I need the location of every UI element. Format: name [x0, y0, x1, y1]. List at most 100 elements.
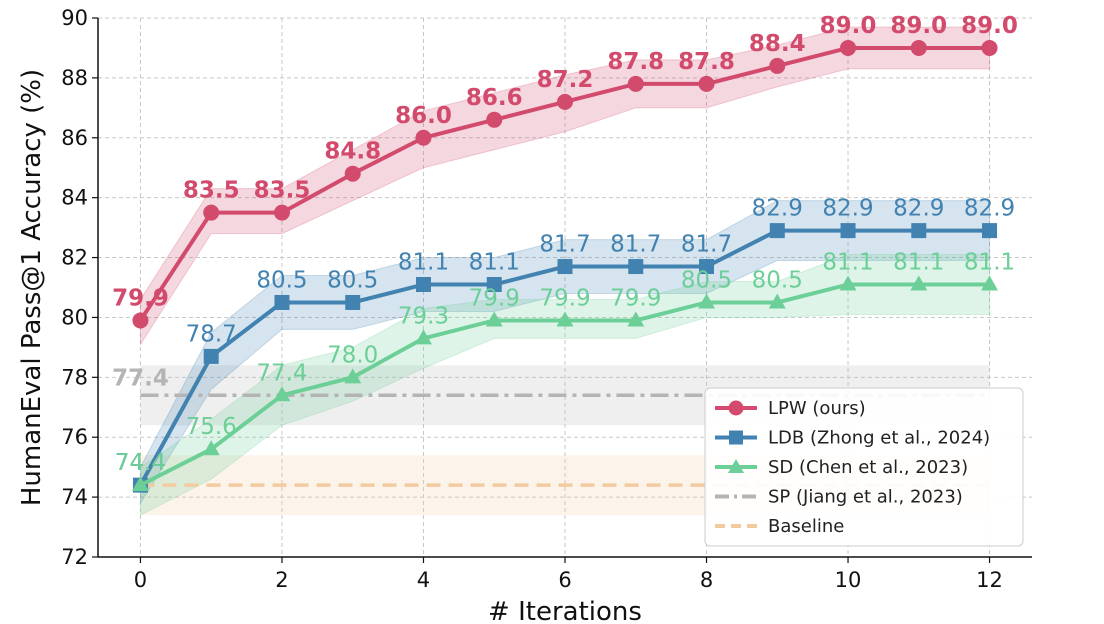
x-tick-label: 4 [417, 568, 430, 592]
data-label: 82.9 [822, 196, 873, 222]
data-label: 81.7 [539, 232, 590, 258]
data-label: 80.5 [327, 267, 378, 293]
x-tick-label: 0 [134, 568, 147, 592]
y-tick-label: 82 [61, 246, 88, 270]
legend: LPW (ours) LDB (Zhong et al., 2024) SD (Ch… [704, 387, 1024, 547]
data-point [840, 39, 857, 56]
data-label: 78.7 [186, 321, 237, 347]
data-point [414, 329, 432, 345]
data-label: 84.8 [324, 139, 381, 165]
data-label: 79.9 [539, 285, 590, 311]
data-label: 86.0 [395, 103, 452, 129]
data-label: 74.4 [115, 450, 166, 476]
legend-label: SP (Jiang et al., 2023) [768, 487, 963, 508]
data-point [698, 293, 716, 309]
data-point [627, 75, 644, 92]
data-label: 79.9 [469, 285, 520, 311]
data-label: 88.4 [749, 31, 806, 57]
data-point [273, 204, 290, 221]
data-point [839, 275, 857, 291]
data-label: 74.4 [115, 450, 166, 476]
data-label: 79.9 [112, 285, 169, 311]
data-point [910, 39, 927, 56]
axes: 0 2 4 6 8 10 12 72 74 76 78 80 82 84 86 88 90 [61, 6, 1032, 592]
y-tick-label: 90 [61, 6, 88, 30]
y-tick-label: 76 [61, 425, 88, 449]
data-label: 89.0 [890, 13, 947, 39]
data-label: 89.0 [820, 13, 877, 39]
data-point [344, 165, 361, 182]
data-label: 87.2 [537, 67, 594, 93]
data-point [274, 294, 290, 310]
data-label: 87.8 [607, 49, 664, 75]
data-point [768, 293, 786, 309]
x-tick-label: 2 [275, 568, 288, 592]
data-point [698, 75, 715, 92]
data-label: 83.5 [254, 178, 311, 204]
data-point [344, 368, 362, 384]
data-label: 79.3 [398, 303, 449, 329]
data-labels: 77.4 79.9 83.5 83.5 84.8 86.0 86.6 87.2 87.8 87.8… [112, 13, 1018, 476]
data-point [699, 259, 715, 275]
data-point [911, 223, 927, 239]
data-point [273, 386, 291, 402]
x-axis-label: # Iterations [488, 597, 642, 624]
data-label: 77.4 [256, 360, 307, 386]
y-tick-label: 74 [61, 485, 88, 509]
data-label: 86.6 [466, 85, 523, 111]
data-point [415, 129, 432, 146]
data-label: 80.5 [752, 267, 803, 293]
data-point [202, 440, 220, 456]
data-point [840, 223, 856, 239]
data-label: 81.1 [822, 250, 873, 276]
y-tick-label: 80 [61, 305, 88, 329]
legend-label: SD (Chen et al., 2023) [768, 457, 968, 478]
data-point [485, 311, 503, 327]
data-point [982, 223, 998, 239]
data-point [628, 259, 644, 275]
legend-marker [728, 400, 744, 416]
data-point [132, 312, 149, 329]
data-label: 80.5 [256, 267, 307, 293]
legend-label: Baseline [768, 516, 844, 537]
data-label: 81.1 [398, 250, 449, 276]
legend-marker [729, 430, 743, 445]
series-band-0 [139, 26, 991, 347]
data-label: 81.7 [681, 232, 732, 258]
y-tick-label: 72 [61, 545, 88, 569]
data-point [981, 39, 998, 56]
reference-line-label: 77.4 [112, 365, 169, 391]
series-band-1 [139, 200, 991, 505]
data-point [981, 275, 999, 291]
data-label: 87.8 [678, 49, 735, 75]
data-label: 75.6 [186, 414, 237, 440]
x-tick-label: 10 [835, 568, 862, 592]
data-point [556, 311, 574, 327]
data-point [486, 111, 503, 128]
y-tick-label: 84 [61, 186, 88, 210]
legend-label: LDB (Zhong et al., 2024) [768, 428, 990, 449]
data-point [345, 294, 361, 310]
legend-label: LPW (ours) [768, 398, 866, 419]
data-label: 80.5 [681, 267, 732, 293]
y-tick-label: 86 [61, 126, 88, 150]
x-tick-label: 12 [976, 568, 1003, 592]
data-point [769, 223, 785, 239]
data-label: 83.5 [183, 178, 240, 204]
data-point [131, 476, 149, 492]
legend-box [704, 387, 1024, 547]
y-tick-label: 78 [61, 365, 88, 389]
series-lines [131, 39, 999, 493]
y-axis-label: HumanEval Pass@1 Accuracy (%) [17, 69, 47, 506]
data-label: 82.9 [752, 196, 803, 222]
data-point [203, 348, 219, 364]
data-point [769, 57, 786, 74]
data-label: 81.1 [469, 250, 520, 276]
series-band-2 [139, 254, 991, 516]
data-point [203, 204, 220, 221]
data-label: 82.9 [893, 196, 944, 222]
data-label: 79.9 [610, 285, 661, 311]
y-tick-label: 88 [61, 66, 88, 90]
data-point [415, 277, 431, 293]
